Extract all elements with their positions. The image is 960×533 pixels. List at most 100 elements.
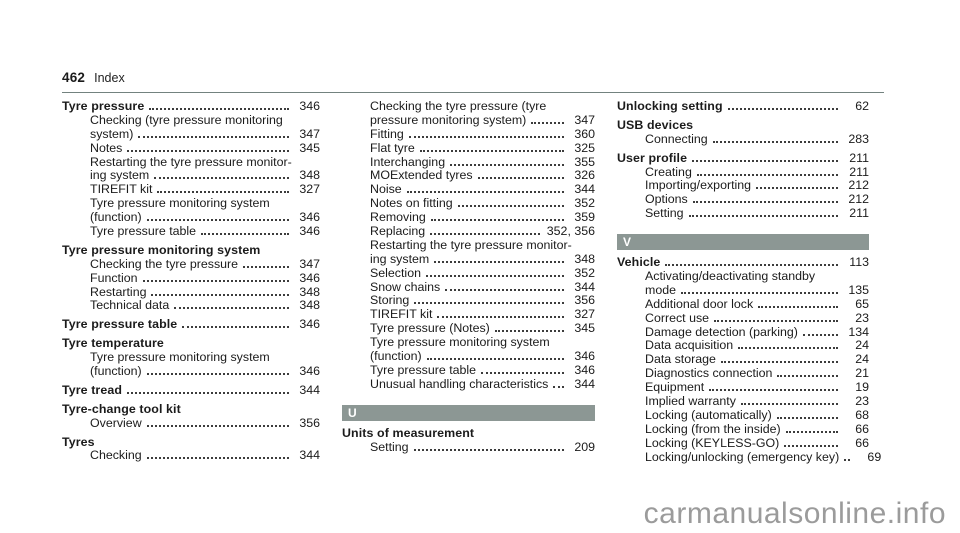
entry-label: Tyres [62,434,95,449]
page-ref: 66 [855,435,869,450]
leader-dots [720,361,838,364]
leader-dots [709,389,838,392]
leader-dots [146,219,289,222]
entry-label: Unusual handling characteristics [370,376,549,391]
chapter-title: Index [94,71,125,85]
entry-label: ing system [90,168,150,183]
index-entry: Checking 344 [62,449,320,463]
leader-dots [784,444,838,447]
index-entry: Tyre pressure table 346 [342,362,595,378]
page-ref: 348 [574,251,595,266]
page-ref: 346 [299,224,320,239]
entry-label: Restarting the tyre pressure monitor- [370,237,572,252]
entry-label: Creating [645,164,692,179]
entry-label: Restarting [90,284,147,299]
page-ref: 348 [299,298,320,313]
leader-dots [756,187,838,190]
page-ref: 211 [849,164,869,179]
page-ref: 345 [574,321,595,336]
entry-label: User profile [617,150,688,165]
leader-dots [157,191,289,194]
index-entry: Snow chains 344 [342,279,595,295]
index-entry: Checking the tyre pressure (tyre [342,99,595,114]
entry-label: Tyre pressure monitoring system [90,196,270,211]
index-entry: Data acquisition 24 [617,339,869,353]
index-entry: Tyres [62,434,320,450]
page-ref: 212 [848,178,869,193]
leader-dots [425,274,564,277]
page-ref: 212 [848,192,869,207]
page-ref: 283 [848,131,869,146]
page-ref: 113 [849,255,869,270]
leader-dots [688,215,838,218]
index-entry: Locking (KEYLESS-GO) 66 [617,435,869,451]
leader-dots [445,288,564,291]
entry-label: Unlocking setting [617,99,723,113]
index-entry: Function 346 [62,270,320,286]
leader-dots [477,177,564,180]
index-entry: Data storage 24 [617,352,869,367]
entry-label: (function) [90,210,142,225]
entry-label: Locking (automatically) [645,407,772,422]
entry-label: Tyre pressure monitoring system [62,242,261,257]
entry-label: Function [90,270,138,285]
entry-label: Snow chains [370,279,441,294]
page-ref: 348 [299,284,320,299]
entry-label: Tyre pressure table [370,362,477,377]
index-entry: Restarting the tyre pressure monitor- [342,237,595,253]
entry-label: Checking [90,448,142,463]
index-entry: Tyre temperature [62,336,320,351]
page-ref: 347 [299,256,320,271]
entry-label: Locking (KEYLESS-GO) [645,435,780,450]
entry-label: Options [645,192,688,207]
page-ref: 24 [855,352,869,367]
index-entry: Locking/unlocking (emergency key) 69 [617,450,881,465]
page-ref: 211 [849,206,869,221]
entry-label: Setting [645,206,684,221]
entry-label: Diagnostics connection [645,366,773,381]
section-letter: V [623,235,632,250]
entry-label: Removing [370,210,426,225]
entry-label: Importing/exporting [645,178,752,193]
entry-label: Data acquisition [645,338,734,353]
page-ref: 352, 356 [546,224,595,239]
leader-dots [146,424,289,427]
page-ref: 346 [299,99,320,113]
entry-label: Tyre pressure monitoring system [90,350,270,365]
entry-label: TIREFIT kit [370,307,433,322]
page-ref: 347 [299,126,320,141]
index-entry: Importing/exporting 212 [617,179,869,193]
index-entry: Flat tyre 325 [342,141,595,156]
leader-dots [434,260,564,263]
leader-dots [414,302,564,305]
page-ref: 344 [299,448,320,463]
index-entry: ing system 348 [62,169,320,183]
leader-dots [142,279,289,282]
entry-label: Tyre pressure table [90,224,197,239]
index-entry: Restarting the tyre pressure monitor- [62,154,320,170]
index-entry: Equipment 19 [617,380,869,395]
entry-label: USB devices [617,117,694,132]
leader-dots [149,108,289,110]
index-entry: system) 347 [62,126,320,142]
leader-dots [681,291,838,294]
leader-dots [776,416,838,419]
page-ref: 19 [855,380,869,395]
entry-label: MOExtended tyres [370,168,473,183]
page-ref: 65 [855,296,869,311]
entry-label: Equipment [645,380,705,395]
index-entry: Tyre tread 344 [62,383,320,398]
leader-dots [182,326,289,329]
entry-label: Checking (tyre pressure monitoring [90,112,283,127]
page-ref: 69 [867,449,882,464]
leader-dots [408,135,564,138]
entry-label: Restarting the tyre pressure monitor- [90,154,292,169]
page-ref: 344 [574,376,595,391]
page-ref: 24 [855,338,869,353]
page-ref: 134 [848,324,869,339]
index-entry: Setting 211 [617,206,869,221]
index-entry: Restarting 348 [62,284,320,300]
index-entry: Tyre-change tool kit [62,402,320,417]
entry-label: Notes [90,140,123,155]
page-ref: 23 [855,310,869,325]
